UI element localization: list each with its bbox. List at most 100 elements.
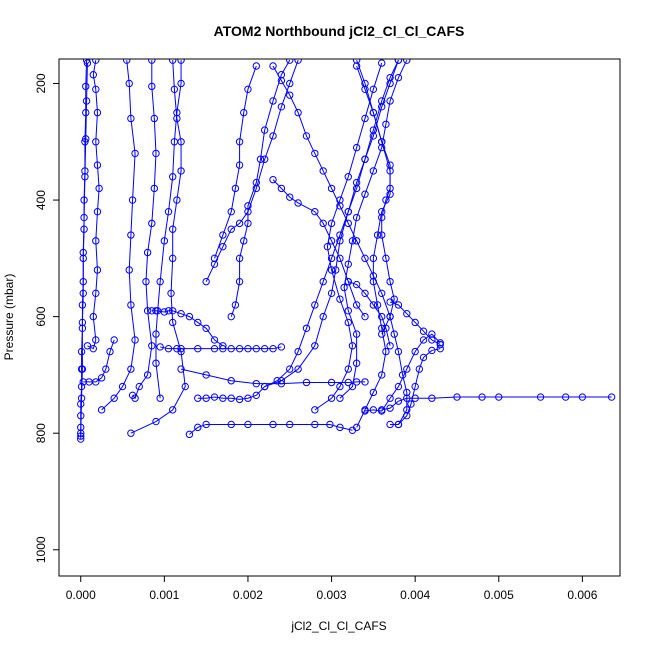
data-point (152, 330, 160, 338)
data-point (231, 301, 240, 309)
profile-line (348, 281, 391, 346)
data-point (386, 79, 394, 88)
profile-line (130, 60, 186, 434)
data-point (386, 394, 394, 402)
data-point (260, 126, 269, 134)
data-point (419, 327, 428, 335)
data-point (202, 420, 210, 429)
data-point (373, 231, 382, 239)
data-point (352, 359, 361, 367)
data-point (227, 225, 235, 233)
data-point (79, 248, 87, 257)
data-point (164, 344, 173, 353)
data-point (453, 393, 461, 401)
data-point (428, 336, 436, 344)
profile-series-18 (311, 59, 386, 414)
data-point (286, 59, 294, 64)
data-point (311, 208, 319, 216)
data-point (240, 237, 248, 245)
data-point (411, 347, 419, 356)
data-point (361, 312, 369, 321)
profile-line (180, 368, 365, 385)
data-point (352, 59, 361, 64)
data-point (80, 213, 88, 222)
data-point (150, 114, 159, 123)
data-point (386, 190, 394, 198)
data-point (256, 155, 265, 163)
data-point (142, 277, 150, 286)
data-point (269, 132, 277, 140)
data-point (173, 108, 181, 117)
data-point (369, 406, 378, 414)
data-point (170, 138, 179, 146)
data-point (369, 388, 378, 397)
data-point (294, 347, 302, 356)
data-point (607, 393, 616, 401)
data-point (173, 344, 181, 353)
y-axis: 200 400 600 800 1000 (34, 73, 60, 563)
x-tick-label: 0.002 (233, 588, 263, 602)
data-point (382, 347, 390, 356)
data-point (294, 199, 302, 207)
data-point (394, 73, 403, 82)
data-point (398, 371, 407, 379)
data-point (152, 307, 160, 315)
data-point (194, 344, 202, 353)
data-point (227, 420, 235, 429)
data-point (156, 277, 164, 286)
data-point (231, 184, 240, 193)
profile-line (155, 60, 182, 399)
data-point (202, 324, 210, 332)
data-point (286, 420, 294, 429)
data-point (82, 97, 91, 105)
data-point (378, 143, 386, 152)
profile-line (272, 65, 408, 425)
data-point (128, 196, 137, 204)
data-point (536, 393, 545, 401)
data-point (269, 344, 277, 353)
data-point (311, 406, 319, 414)
data-point (177, 365, 185, 373)
data-point (252, 344, 261, 353)
data-point (79, 378, 87, 386)
data-point (210, 344, 219, 353)
data-point (327, 184, 336, 193)
data-point (369, 132, 378, 140)
data-point (311, 149, 319, 158)
data-point (361, 85, 369, 94)
data-point (386, 404, 394, 412)
data-point (77, 394, 86, 402)
data-point (235, 395, 244, 404)
data-point (332, 266, 340, 274)
data-point (378, 213, 386, 222)
data-point (148, 307, 156, 315)
data-point (378, 97, 386, 105)
data-point (327, 237, 336, 245)
data-point (143, 307, 152, 315)
data-point (194, 423, 202, 432)
data-point (143, 371, 152, 379)
y-tick-label: 800 (34, 423, 48, 443)
data-point (277, 76, 286, 85)
data-point (361, 114, 369, 123)
data-point (252, 184, 261, 193)
data-point (167, 289, 175, 298)
data-point (302, 324, 311, 332)
data-point (319, 219, 327, 228)
data-point (327, 394, 336, 402)
data-point (185, 430, 194, 439)
data-point (244, 202, 252, 210)
data-point (148, 59, 156, 64)
profile-series-19 (336, 59, 411, 402)
data-point (81, 173, 89, 181)
data-point (382, 254, 390, 263)
data-point (173, 196, 181, 204)
data-point (148, 219, 156, 228)
data-point (378, 330, 386, 338)
data-point (294, 365, 302, 373)
data-point (152, 417, 160, 426)
profile-line (101, 60, 136, 411)
x-tick-label: 0.000 (66, 588, 96, 602)
data-point (390, 330, 398, 338)
data-point (352, 178, 361, 187)
